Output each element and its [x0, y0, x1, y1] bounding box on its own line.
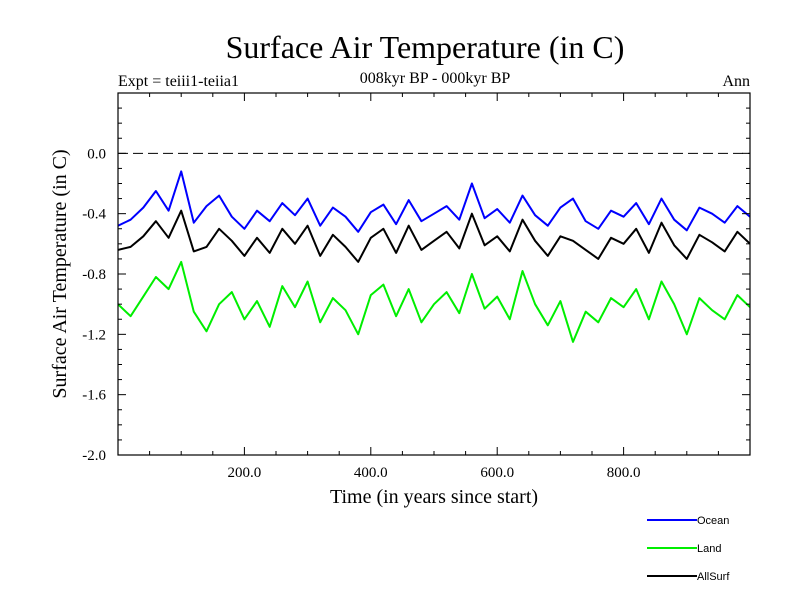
- series-line-land: [118, 260, 750, 343]
- plot-frame: [117, 92, 751, 456]
- x-tick-label: 200.0: [228, 465, 262, 481]
- y-tick-label: -0.4: [82, 207, 106, 223]
- series-layer: [118, 170, 750, 343]
- legend-label-land: Land: [697, 543, 721, 555]
- x-axis-label: Time (in years since start): [330, 486, 538, 508]
- x-tick-label: 400.0: [354, 465, 388, 481]
- series-line-allsurf: [118, 209, 750, 263]
- y-tick-label: -1.2: [82, 327, 106, 343]
- legend-label-ocean: Ocean: [697, 515, 729, 527]
- x-tick-label: 800.0: [607, 465, 641, 481]
- y-tick-label: -1.6: [82, 388, 106, 404]
- legend-label-allsurf: AllSurf: [697, 571, 730, 583]
- y-tick-label: 0.0: [87, 146, 106, 162]
- y-tick-label: -0.8: [82, 267, 106, 283]
- chart-title: Surface Air Temperature (in C): [226, 29, 625, 65]
- series-line-ocean: [118, 170, 750, 233]
- y-axis-label: Surface Air Temperature (in C): [49, 149, 71, 398]
- season-annotation: Ann: [722, 73, 750, 90]
- plot-area: 200.0 400.0 600.0 800.0 0.0 -0.4 -0.8 -1.2 -1.6 -…: [82, 92, 751, 481]
- experiment-annotation: Expt = teiii1-teiia1: [118, 73, 239, 90]
- axis-ticks: 200.0 400.0 600.0 800.0 0.0 -0.4 -0.8 -1.2 -1.6 -…: [82, 93, 750, 481]
- chart-subtitle: 008kyr BP - 000kyr BP: [360, 70, 511, 87]
- x-tick-label: 600.0: [480, 465, 514, 481]
- legend: Ocean Land AllSurf: [647, 515, 730, 583]
- y-tick-label: -2.0: [82, 448, 106, 464]
